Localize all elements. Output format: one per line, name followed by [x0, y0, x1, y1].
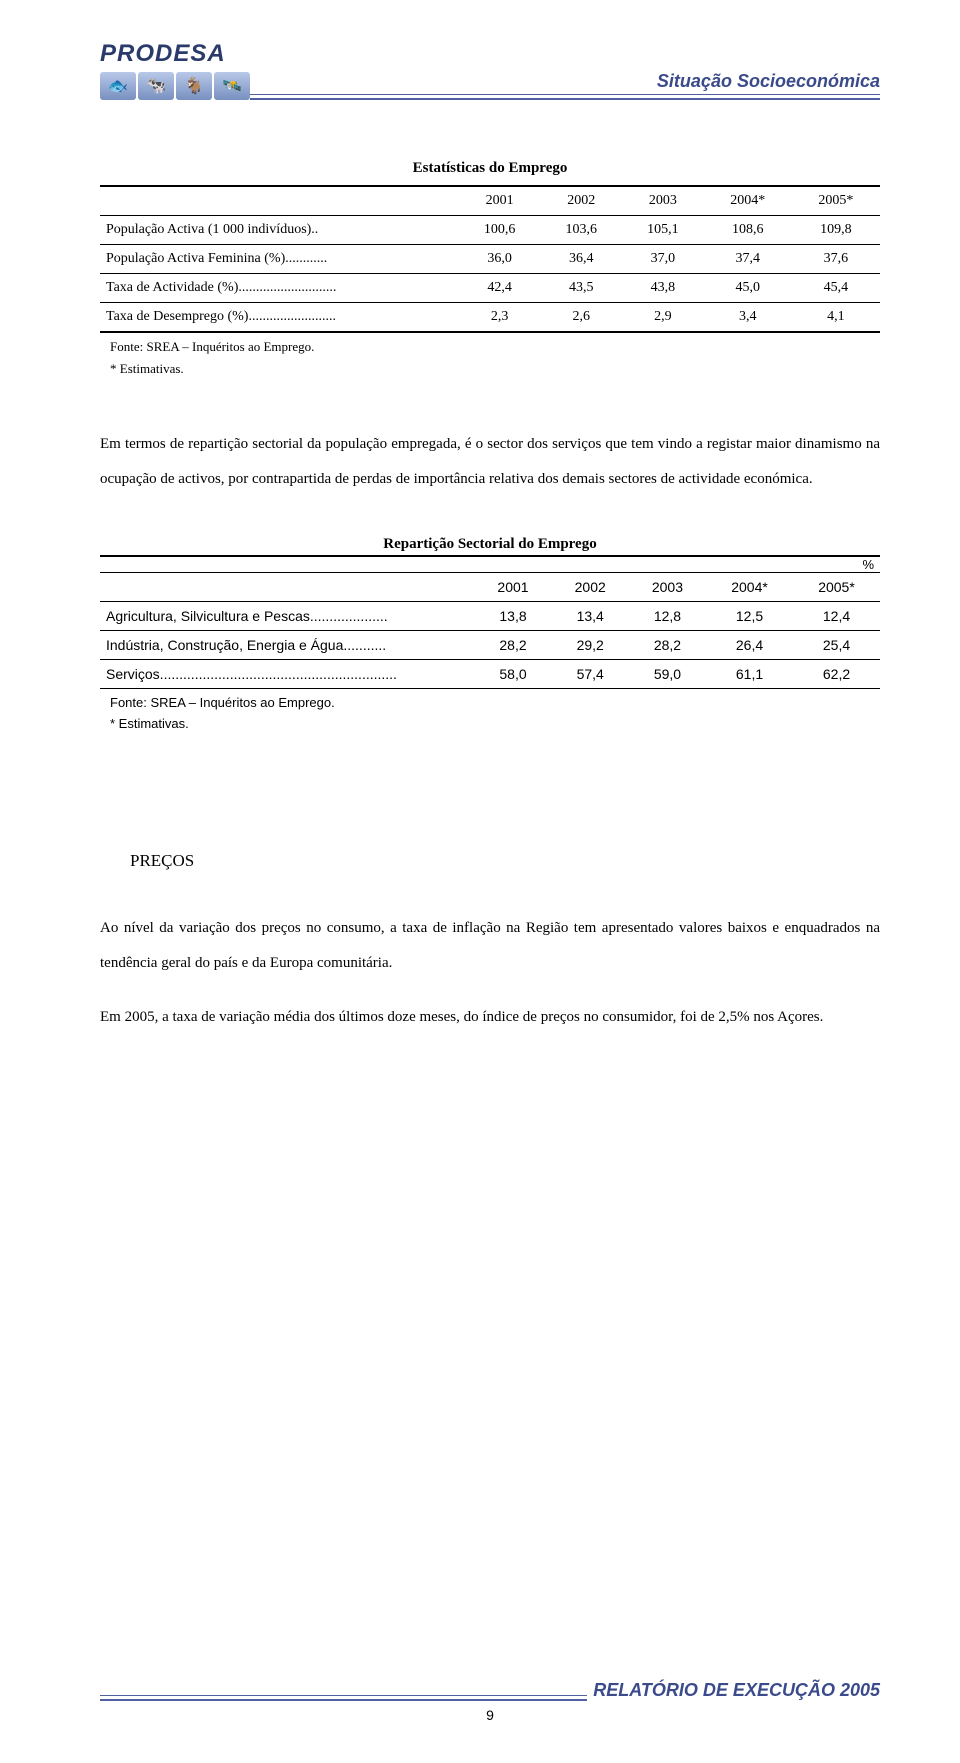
cell: 2,6: [540, 303, 622, 333]
cell: 26,4: [706, 631, 793, 660]
table-row: Agricultura, Silvicultura e Pescas......…: [100, 602, 880, 631]
table2-title: Repartição Sectorial do Emprego: [100, 536, 880, 553]
cell: 103,6: [540, 216, 622, 245]
cell: 2,9: [622, 303, 704, 333]
row-label: Indústria, Construção, Energia e Água...…: [100, 631, 474, 660]
table1-year: 2003: [622, 186, 704, 216]
footer-rule: [100, 1695, 587, 1701]
logo-icon: 🐄: [138, 72, 174, 100]
cell: 109,8: [792, 216, 880, 245]
cell: 13,4: [552, 602, 629, 631]
table-row: Indústria, Construção, Energia e Água...…: [100, 631, 880, 660]
footer-report-label: RELATÓRIO DE EXECUÇÃO 2005: [587, 1680, 880, 1701]
table1: 2001 2002 2003 2004* 2005* População Act…: [100, 185, 880, 333]
table2-footnote: * Estimativas.: [110, 716, 880, 731]
page: PRODESA 🐟 🐄 🐐 🛰️ Situação Socioeconómica…: [0, 0, 960, 1763]
cell: 37,4: [704, 245, 792, 274]
header-rule: [250, 94, 880, 100]
cell: 45,4: [792, 274, 880, 303]
cell: 43,5: [540, 274, 622, 303]
header-right: Situação Socioeconómica: [250, 71, 880, 100]
row-label: Agricultura, Silvicultura e Pescas......…: [100, 602, 474, 631]
table2-year: 2002: [552, 573, 629, 602]
table2-year: 2001: [474, 573, 551, 602]
cell: 29,2: [552, 631, 629, 660]
cell: 3,4: [704, 303, 792, 333]
page-footer: RELATÓRIO DE EXECUÇÃO 2005 9: [100, 1680, 880, 1723]
cell: 2,3: [459, 303, 541, 333]
cell: 42,4: [459, 274, 541, 303]
cell: 37,0: [622, 245, 704, 274]
cell: 25,4: [793, 631, 880, 660]
cell: 58,0: [474, 660, 551, 689]
section-heading-precos: PREÇOS: [130, 851, 880, 871]
logo-icon: 🐐: [176, 72, 212, 100]
table1-source: Fonte: SREA – Inquéritos ao Emprego.: [110, 339, 880, 355]
cell: 105,1: [622, 216, 704, 245]
cell: 59,0: [629, 660, 706, 689]
cell: 57,4: [552, 660, 629, 689]
row-label: Taxa de Actividade (%)..................…: [100, 274, 459, 303]
table2-year: 2004*: [706, 573, 793, 602]
cell: 36,4: [540, 245, 622, 274]
table1-title: Estatísticas do Emprego: [100, 160, 880, 177]
table1-year: 2005*: [792, 186, 880, 216]
table1-year: 2001: [459, 186, 541, 216]
logo-text: PRODESA: [100, 40, 250, 68]
logo-icon: 🛰️: [214, 72, 250, 100]
row-label: População Activa (1 000 indivíduos)..: [100, 216, 459, 245]
paragraph-precos-2: Em 2005, a taxa de variação média dos úl…: [100, 1000, 880, 1035]
table-row: Taxa de Desemprego (%)..................…: [100, 303, 880, 333]
cell: 28,2: [629, 631, 706, 660]
table2-pct-label: %: [100, 557, 880, 573]
page-header: PRODESA 🐟 🐄 🐐 🛰️ Situação Socioeconómica: [100, 40, 880, 100]
table-row: Taxa de Actividade (%)..................…: [100, 274, 880, 303]
table2: 2001 2002 2003 2004* 2005* Agricultura, …: [100, 573, 880, 689]
table2-year: 2003: [629, 573, 706, 602]
cell: 100,6: [459, 216, 541, 245]
row-label: Taxa de Desemprego (%)..................…: [100, 303, 459, 333]
table1-year: 2004*: [704, 186, 792, 216]
cell: 28,2: [474, 631, 551, 660]
section-title: Situação Socioeconómica: [657, 71, 880, 91]
page-number: 9: [100, 1707, 880, 1723]
row-label: População Activa Feminina (%)...........…: [100, 245, 459, 274]
cell: 36,0: [459, 245, 541, 274]
cell: 13,8: [474, 602, 551, 631]
cell: 62,2: [793, 660, 880, 689]
cell: 108,6: [704, 216, 792, 245]
cell: 61,1: [706, 660, 793, 689]
cell: 12,8: [629, 602, 706, 631]
cell: 37,6: [792, 245, 880, 274]
table-row: População Activa (1 000 indivíduos).. 10…: [100, 216, 880, 245]
table-row: População Activa Feminina (%)...........…: [100, 245, 880, 274]
table2-source: Fonte: SREA – Inquéritos ao Emprego.: [110, 695, 880, 710]
table1-footnote: * Estimativas.: [110, 361, 880, 377]
paragraph-precos-1: Ao nível da variação dos preços no consu…: [100, 911, 880, 980]
logo-block: PRODESA 🐟 🐄 🐐 🛰️: [100, 40, 250, 100]
table2-year: 2005*: [793, 573, 880, 602]
table1-year: 2002: [540, 186, 622, 216]
cell: 12,5: [706, 602, 793, 631]
logo-strip: 🐟 🐄 🐐 🛰️: [100, 72, 250, 100]
table-employment-stats: Estatísticas do Emprego 2001 2002 2003 2…: [100, 160, 880, 377]
cell: 45,0: [704, 274, 792, 303]
row-label: Serviços................................…: [100, 660, 474, 689]
cell: 4,1: [792, 303, 880, 333]
cell: 43,8: [622, 274, 704, 303]
logo-icon: 🐟: [100, 72, 136, 100]
table-sectorial-wrap: Repartição Sectorial do Emprego % 2001 2…: [100, 536, 880, 731]
cell: 12,4: [793, 602, 880, 631]
table-row: Serviços................................…: [100, 660, 880, 689]
paragraph-sectorial: Em termos de repartição sectorial da pop…: [100, 427, 880, 496]
